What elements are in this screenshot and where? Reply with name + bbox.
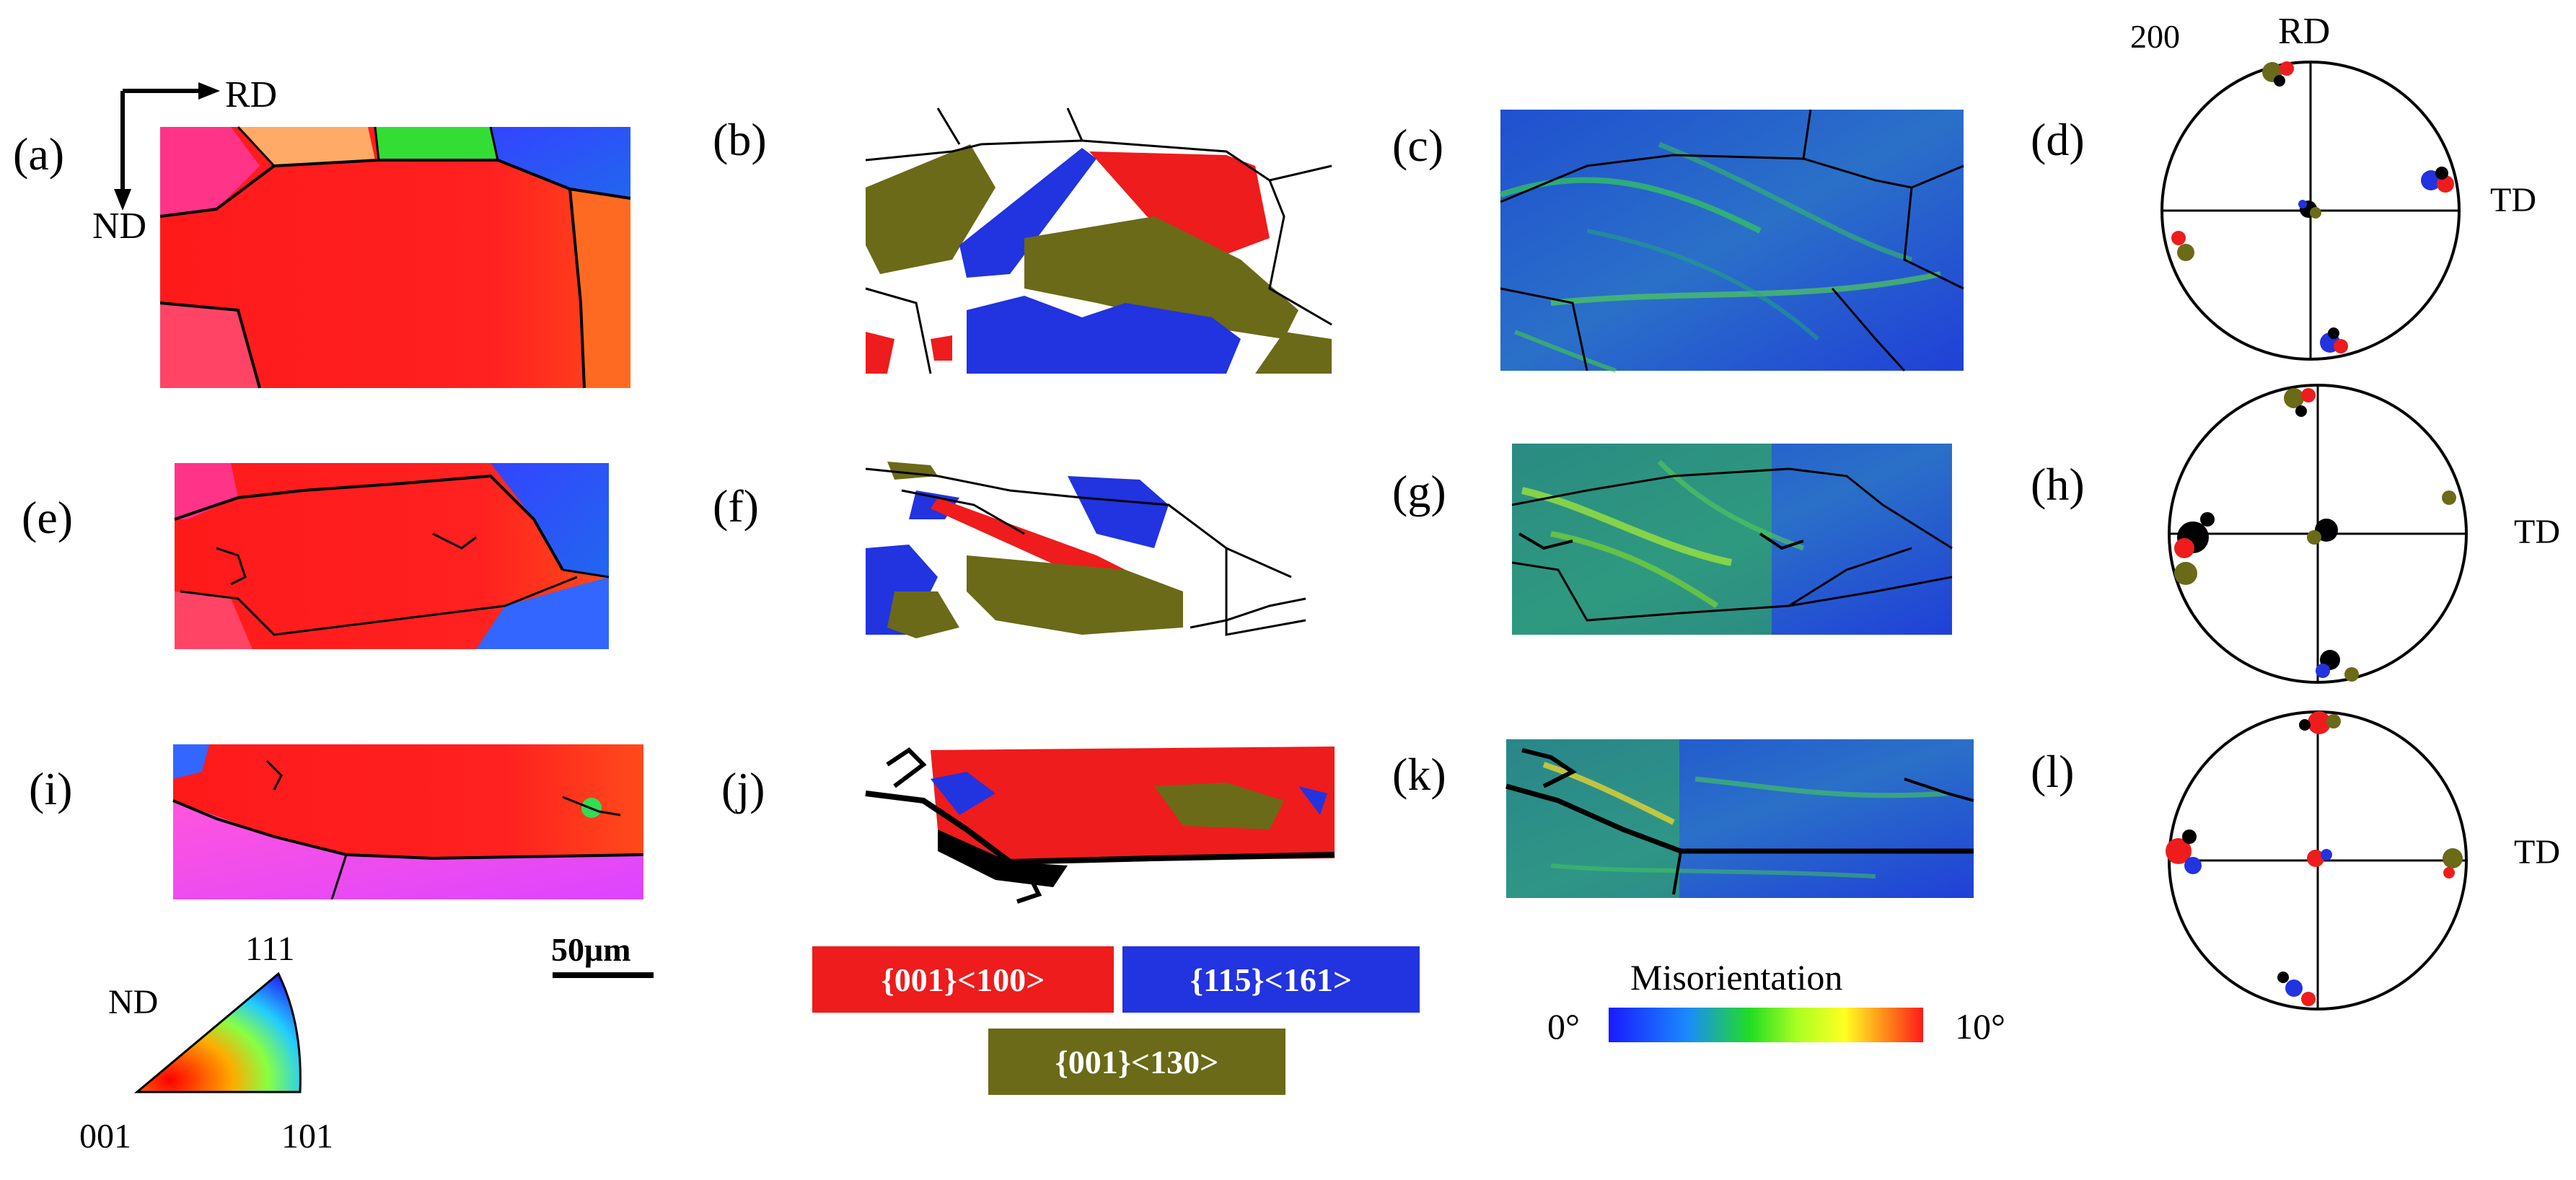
panel-e-ipf-map <box>174 463 610 649</box>
scale-bar-label: 50μm <box>551 931 631 968</box>
texture-legend-001-130: {001}<130> <box>988 1029 1285 1095</box>
panel-label-g: (g) <box>1392 466 1446 517</box>
panel-label-f: (f) <box>713 480 759 532</box>
axis-label-rd-pole: RD <box>2278 11 2331 52</box>
panel-k-misorientation-map <box>1505 739 1974 898</box>
misorientation-max: 10° <box>1955 1006 2005 1047</box>
panel-d-pole-figure <box>2160 61 2461 361</box>
panel-b-texture-map <box>865 107 1332 374</box>
panel-label-j: (j) <box>721 763 765 814</box>
axis-label-td-l: TD <box>2514 833 2560 871</box>
axis-label-td-d: TD <box>2490 181 2536 219</box>
misorientation-min: 0° <box>1547 1006 1580 1047</box>
ipf-color-triangle <box>133 972 302 1093</box>
panel-label-a: (a) <box>13 128 65 180</box>
panel-h-pole-figure <box>2168 384 2468 684</box>
misorientation-color-bar <box>1609 1008 1923 1042</box>
scale-bar-line <box>553 972 654 978</box>
panel-g-misorientation-map <box>1511 444 1953 635</box>
panel-i-ipf-map <box>172 744 644 900</box>
texture-legend-115-161: {115}<161> <box>1122 946 1420 1013</box>
axis-label-td-h: TD <box>2514 513 2560 551</box>
ipf-corner-101: 101 <box>281 1117 333 1155</box>
panel-label-d: (d) <box>2031 114 2085 165</box>
misorientation-title: Misorientation <box>1630 957 1843 998</box>
panel-label-c: (c) <box>1392 120 1444 171</box>
ipf-corner-111: 111 <box>245 930 295 968</box>
panel-label-h: (h) <box>2031 459 2085 510</box>
panel-l-pole-figure <box>2166 710 2468 1011</box>
panel-j-texture-map <box>865 743 1335 905</box>
panel-label-i: (i) <box>29 763 73 814</box>
ipf-corner-001: 001 <box>79 1117 131 1155</box>
panel-label-e: (e) <box>22 492 74 543</box>
panel-f-texture-map <box>865 454 1306 646</box>
rd-nd-axes-arrows <box>114 82 220 211</box>
axis-label-rd-map: RD <box>225 74 278 115</box>
panel-a-ipf-map <box>159 126 631 389</box>
axis-label-nd-map: ND <box>92 206 147 247</box>
pole-figure-index: 200 <box>2130 18 2180 55</box>
panel-label-b: (b) <box>713 114 767 165</box>
panel-c-misorientation-map <box>1499 109 1964 373</box>
panel-label-k: (k) <box>1392 749 1446 800</box>
ipf-axis-label: ND <box>108 983 159 1021</box>
panel-label-l: (l) <box>2031 746 2075 797</box>
texture-legend-001-100: {001}<100> <box>812 946 1114 1013</box>
